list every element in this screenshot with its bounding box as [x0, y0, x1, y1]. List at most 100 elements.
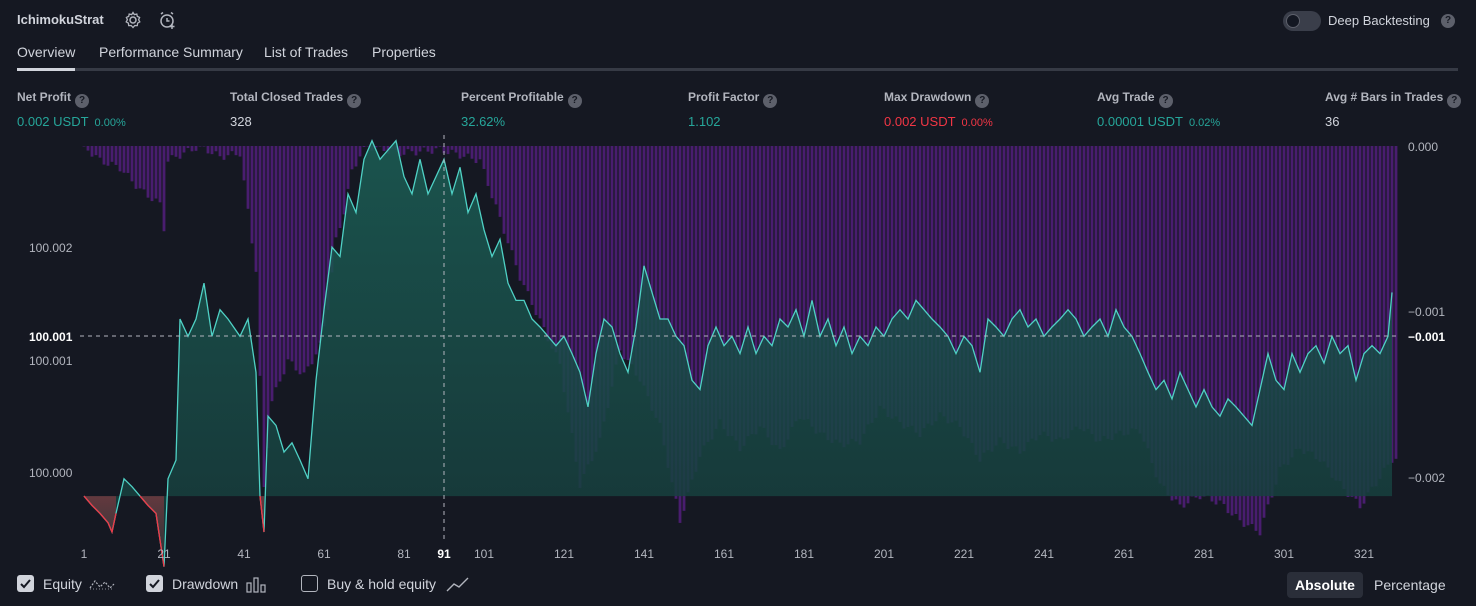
- drawdown-bar: [102, 146, 106, 165]
- drawdown-bar: [894, 146, 898, 417]
- absolute-mode-button[interactable]: Absolute: [1287, 572, 1363, 598]
- drawdown-bar: [1198, 146, 1202, 500]
- gear-icon[interactable]: [123, 10, 143, 30]
- drawdown-bar: [306, 146, 310, 367]
- tab-properties[interactable]: Properties: [372, 44, 436, 60]
- drawdown-bar: [738, 146, 742, 452]
- help-icon[interactable]: ?: [347, 94, 362, 108]
- help-icon[interactable]: ?: [1447, 94, 1462, 108]
- x-tick-label: 281: [1194, 547, 1214, 561]
- drawdown-bar: [1326, 146, 1330, 468]
- drawdown-bar: [690, 146, 694, 480]
- drawdown-bar: [650, 146, 654, 411]
- equity-negative-area: [84, 496, 264, 567]
- drawdown-bar: [1230, 146, 1234, 516]
- drawdown-bar: [314, 146, 318, 355]
- x-tick-label: 1: [81, 547, 88, 561]
- drawdown-bar: [250, 146, 254, 244]
- drawdown-bar: [1146, 146, 1150, 449]
- help-icon[interactable]: ?: [567, 94, 582, 108]
- drawdown-bar: [502, 146, 506, 234]
- bar-chart-icon: [246, 576, 268, 599]
- tab-list-of-trades[interactable]: List of Trades: [264, 44, 349, 60]
- metric-label: Net Profit: [17, 90, 71, 104]
- drawdown-bar: [262, 146, 266, 488]
- drawdown-bar: [1310, 146, 1314, 452]
- drawdown-bar: [482, 146, 486, 169]
- drawdown-bar: [930, 146, 934, 426]
- x-tick-label: 301: [1274, 547, 1294, 561]
- drawdown-bar: [1182, 146, 1186, 508]
- tab-performance-summary[interactable]: Performance Summary: [99, 44, 243, 60]
- drawdown-bar: [1378, 146, 1382, 479]
- drawdown-bar: [1202, 146, 1206, 497]
- x-axis: 1 21 41 61 81 101 121 141 161 181 201 221 241 261 281 3…: [81, 547, 1375, 561]
- deep-backtesting-toggle[interactable]: [1283, 11, 1321, 31]
- help-icon[interactable]: ?: [1441, 14, 1455, 28]
- tab-underline-track: [17, 68, 1458, 71]
- drawdown-bar: [466, 146, 470, 154]
- drawdown-bar: [198, 146, 202, 147]
- equity-drawdown-chart[interactable]: 100.002 100.001 100.001 100.000 0.000 −0…: [0, 130, 1476, 570]
- drawdown-bar: [1118, 146, 1122, 431]
- drawdown-bar: [998, 146, 1002, 438]
- alarm-add-icon[interactable]: [157, 10, 177, 30]
- drawdown-bar: [378, 146, 382, 147]
- drawdown-bar: [486, 146, 490, 186]
- drawdown-bar: [858, 146, 862, 445]
- x-tick-label: 161: [714, 547, 734, 561]
- metric-value: 32.62%: [461, 114, 506, 129]
- checkbox[interactable]: [301, 575, 318, 592]
- drawdown-bar: [326, 146, 330, 310]
- checkbox-label: Buy & hold equity: [327, 576, 436, 592]
- drawdown-bar: [206, 146, 210, 154]
- drawdown-bar: [570, 146, 574, 434]
- help-icon[interactable]: ?: [763, 94, 778, 108]
- help-icon[interactable]: ?: [75, 94, 89, 108]
- drawdown-bar: [170, 146, 174, 156]
- drawdown-bar: [982, 146, 986, 453]
- drawdown-bar: [338, 146, 342, 228]
- drawdown-bar: [214, 146, 218, 152]
- buy-hold-equity-checkbox[interactable]: Buy & hold equity: [301, 574, 471, 596]
- drawdown-bar: [1330, 146, 1334, 478]
- drawdown-bar: [1082, 146, 1086, 432]
- drawdown-bar: [966, 146, 970, 439]
- help-icon[interactable]: ?: [975, 94, 990, 108]
- drawdown-bar: [1322, 146, 1326, 462]
- drawdown-checkbox[interactable]: Drawdown: [146, 574, 276, 596]
- drawdown-bar: [366, 146, 370, 147]
- percentage-mode-button[interactable]: Percentage: [1374, 577, 1446, 593]
- drawdown-bar: [346, 146, 350, 189]
- drawdown-bar: [598, 146, 602, 438]
- drawdown-bar: [578, 146, 582, 488]
- drawdown-bar: [218, 146, 222, 157]
- checkbox[interactable]: [17, 575, 34, 592]
- checkbox[interactable]: [146, 575, 163, 592]
- drawdown-bar: [942, 146, 946, 417]
- x-tick-label: 141: [634, 547, 654, 561]
- drawdown-bar: [446, 146, 450, 155]
- x-tick-label: 181: [794, 547, 814, 561]
- drawdown-bar: [866, 146, 870, 425]
- drawdown-bar: [914, 146, 918, 433]
- drawdown-bar: [138, 146, 142, 189]
- drawdown-bar: [1162, 146, 1166, 486]
- drawdown-bar: [838, 146, 842, 443]
- drawdown-bar: [1290, 146, 1294, 458]
- drawdown-bar: [1306, 146, 1310, 452]
- drawdown-bar: [1122, 146, 1126, 436]
- drawdown-bar: [618, 146, 622, 351]
- x-tick-label: 41: [237, 547, 251, 561]
- drawdown-bar: [1266, 146, 1270, 505]
- drawdown-bar: [590, 146, 594, 462]
- drawdown-bar: [654, 146, 658, 418]
- tab-overview[interactable]: Overview: [17, 44, 76, 60]
- right-axis-label: −0.002: [1408, 471, 1445, 485]
- x-tick-label: 61: [317, 547, 331, 561]
- left-axis-label: 100.000: [29, 466, 73, 480]
- help-icon[interactable]: ?: [1158, 94, 1173, 108]
- drawdown-bar: [1002, 146, 1006, 444]
- drawdown-bar: [190, 146, 194, 152]
- equity-checkbox[interactable]: Equity: [17, 574, 117, 596]
